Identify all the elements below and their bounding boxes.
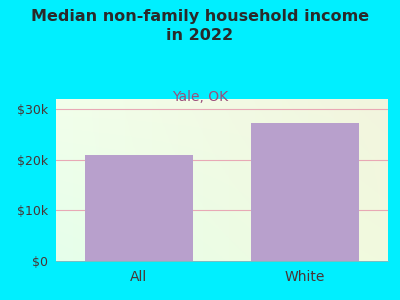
Bar — [251, 123, 359, 261]
Text: Yale, OK: Yale, OK — [172, 90, 228, 104]
Text: Median non-family household income
in 2022: Median non-family household income in 20… — [31, 9, 369, 43]
Bar — [85, 155, 193, 261]
